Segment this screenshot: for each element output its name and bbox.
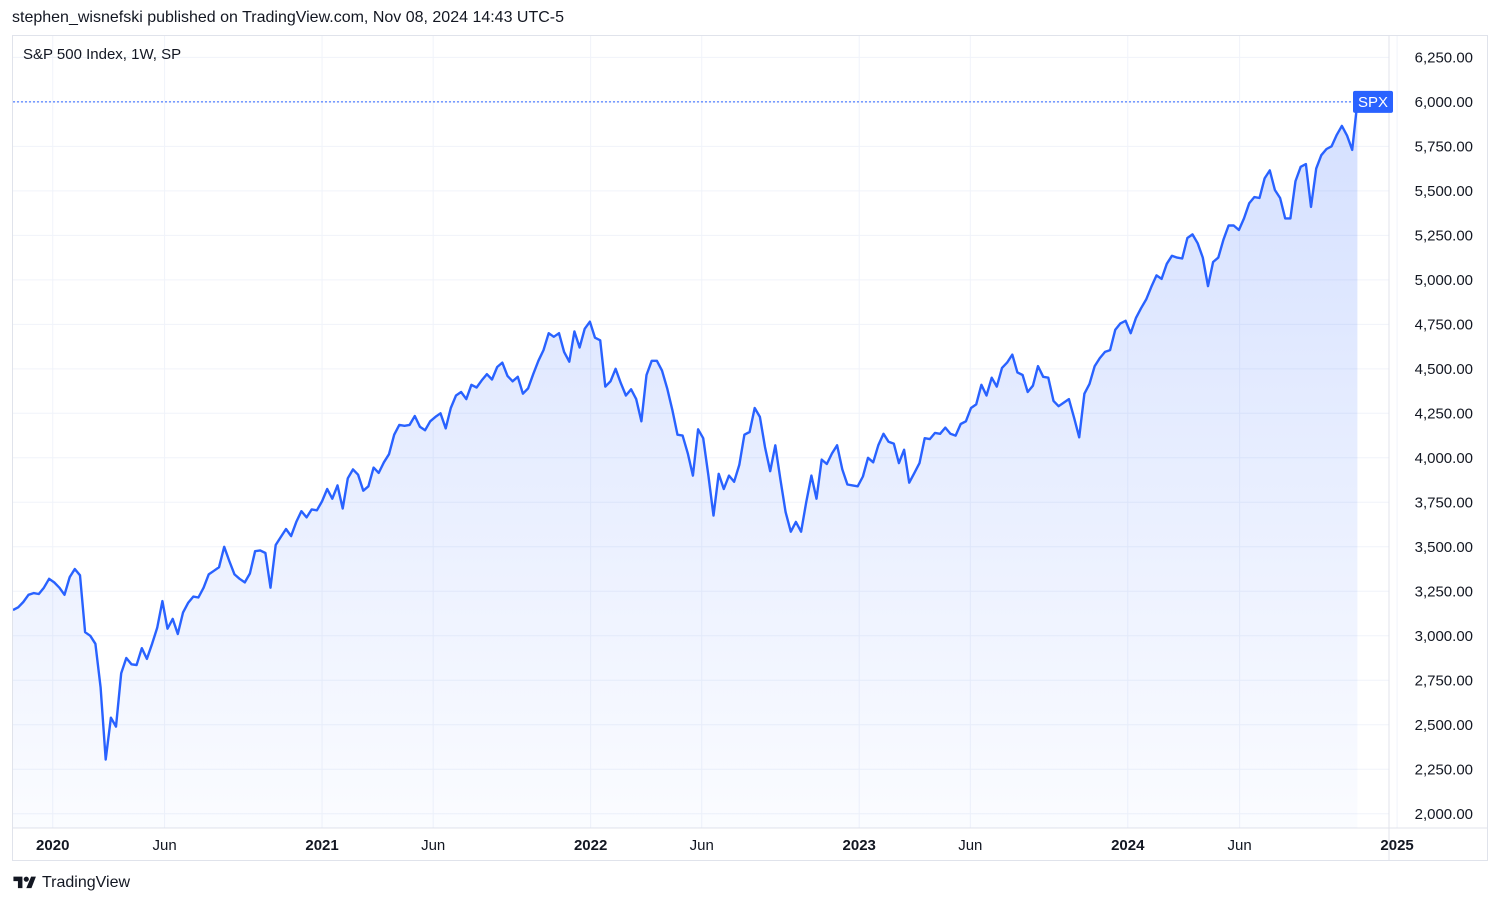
tradingview-logo-icon — [13, 876, 36, 889]
x-tick-label: Jun — [690, 837, 714, 854]
x-tick-label: Jun — [1228, 837, 1252, 854]
x-tick-label: Jun — [152, 837, 176, 854]
y-tick-label: 2,250.00 — [1415, 761, 1473, 778]
price-area — [13, 101, 1358, 828]
y-tick-label: 6,250.00 — [1415, 49, 1473, 66]
y-tick-label: 2,750.00 — [1415, 672, 1473, 689]
y-tick-label: 4,000.00 — [1415, 450, 1473, 467]
tradingview-brand[interactable]: TradingView — [12, 874, 130, 892]
y-tick-label: 6,000.00 — [1415, 94, 1473, 111]
price-axis[interactable]: 6,250.00 6,000.00 5,750.00 5,500.00 5,250.00… — [1415, 49, 1473, 822]
y-tick-label: 5,500.00 — [1415, 183, 1473, 200]
x-tick-label: 2023 — [843, 837, 876, 854]
symbol-price-label: SPX — [1353, 90, 1393, 113]
symbol-price-label-text: SPX — [1358, 94, 1388, 111]
y-tick-label: 4,750.00 — [1415, 316, 1473, 333]
y-tick-label: 5,000.00 — [1415, 272, 1473, 289]
x-tick-label: 2021 — [305, 837, 338, 854]
price-line — [13, 101, 1359, 761]
x-tick-label: Jun — [958, 837, 982, 854]
y-tick-label: 5,750.00 — [1415, 138, 1473, 155]
tradingview-brand-label: TradingView — [42, 874, 131, 891]
y-tick-label: 2,500.00 — [1415, 717, 1473, 734]
y-tick-label: 4,250.00 — [1415, 405, 1473, 422]
x-tick-label: 2024 — [1111, 837, 1145, 854]
x-tick-label: 2022 — [574, 837, 607, 854]
x-tick-label: Jun — [421, 837, 445, 854]
y-tick-label: 2,000.00 — [1415, 806, 1473, 823]
y-tick-label: 5,250.00 — [1415, 227, 1473, 244]
publish-caption: stephen_wisnefski published on TradingVi… — [12, 9, 565, 26]
y-tick-label: 3,500.00 — [1415, 539, 1473, 556]
time-axis[interactable]: 2020 Jun 2021 Jun 2022 Jun 2023 Jun 2024 Jun 2025 — [36, 837, 1414, 854]
chart-frame — [12, 35, 1488, 861]
x-tick-label: 2025 — [1380, 837, 1413, 854]
symbol-title: S&P 500 Index, 1W, SP — [23, 46, 182, 63]
y-tick-label: 3,750.00 — [1415, 494, 1473, 511]
y-tick-label: 3,000.00 — [1415, 628, 1473, 645]
y-tick-label: 3,250.00 — [1415, 583, 1473, 600]
y-tick-label: 4,500.00 — [1415, 361, 1473, 378]
x-tick-label: 2020 — [36, 837, 69, 854]
